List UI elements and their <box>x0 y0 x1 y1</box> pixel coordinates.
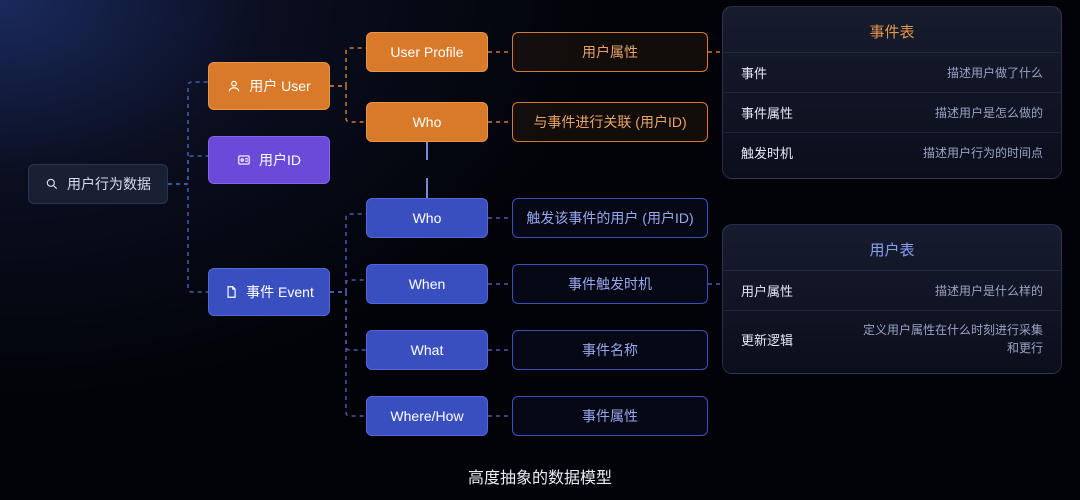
diagram-stage: 用户行为数据 用户 User 用户ID 事件 Event User Profil… <box>0 0 1080 500</box>
user-table-card: 用户表 用户属性描述用户是什么样的 更新逻辑定义用户属性在什么时刻进行采集和更行 <box>722 224 1062 374</box>
root-node: 用户行为数据 <box>28 164 168 204</box>
event-key-2: What <box>366 330 488 370</box>
branch-event: 事件 Event <box>208 268 330 316</box>
table-row: 用户属性描述用户是什么样的 <box>723 270 1061 310</box>
table-row: 触发时机描述用户行为的时间点 <box>723 132 1061 172</box>
table-row: 事件描述用户做了什么 <box>723 52 1061 92</box>
event-desc-2: 事件名称 <box>512 330 708 370</box>
root-label: 用户行为数据 <box>67 174 151 194</box>
table-row: 事件属性描述用户是怎么做的 <box>723 92 1061 132</box>
user-key-0: User Profile <box>366 32 488 72</box>
branch-uid: 用户ID <box>208 136 330 184</box>
user-key-1: Who <box>366 102 488 142</box>
table-row: 更新逻辑定义用户属性在什么时刻进行采集和更行 <box>723 310 1061 367</box>
branch-uid-label: 用户ID <box>259 150 301 170</box>
caption: 高度抽象的数据模型 <box>0 464 1080 488</box>
user-desc-1: 与事件进行关联 (用户ID) <box>512 102 708 142</box>
branch-event-label: 事件 Event <box>246 282 314 302</box>
magnify-icon <box>45 177 59 191</box>
event-table-card: 事件表 事件描述用户做了什么 事件属性描述用户是怎么做的 触发时机描述用户行为的… <box>722 6 1062 179</box>
event-key-0: Who <box>366 198 488 238</box>
event-desc-0: 触发该事件的用户 (用户ID) <box>512 198 708 238</box>
branch-user-label: 用户 User <box>249 76 310 96</box>
event-desc-3: 事件属性 <box>512 396 708 436</box>
doc-icon <box>224 285 238 299</box>
event-desc-1: 事件触发时机 <box>512 264 708 304</box>
branch-user: 用户 User <box>208 62 330 110</box>
event-key-1: When <box>366 264 488 304</box>
id-icon <box>237 153 251 167</box>
user-desc-0: 用户属性 <box>512 32 708 72</box>
person-icon <box>227 79 241 93</box>
event-key-3: Where/How <box>366 396 488 436</box>
user-table-title: 用户表 <box>723 239 1061 260</box>
event-table-title: 事件表 <box>723 21 1061 42</box>
